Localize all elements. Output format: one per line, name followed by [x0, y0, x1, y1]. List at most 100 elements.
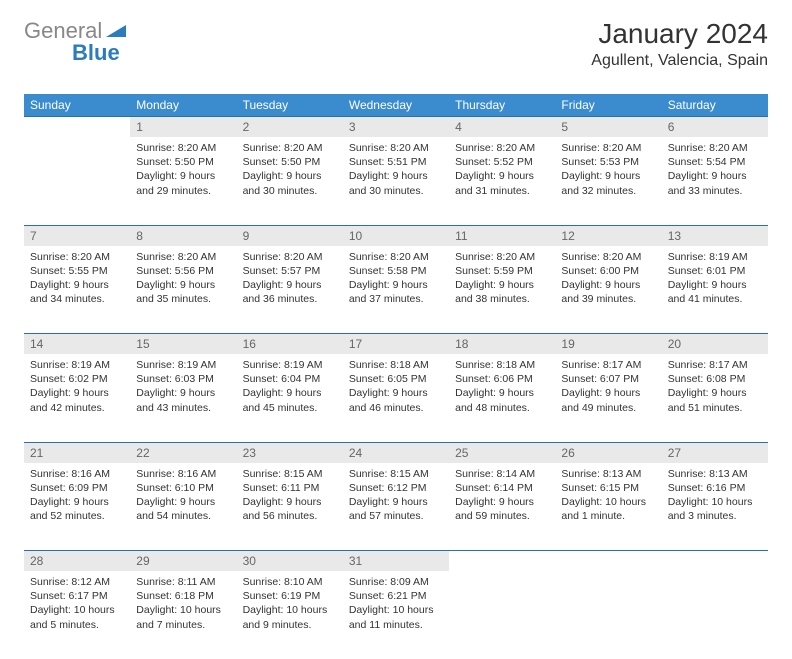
sunrise-text: Sunrise: 8:20 AM: [243, 250, 337, 264]
daylight-text-1: Daylight: 9 hours: [30, 278, 124, 292]
sunrise-text: Sunrise: 8:20 AM: [455, 141, 549, 155]
day-number: 26: [555, 442, 661, 463]
day-number: 31: [343, 551, 449, 572]
day-number: 16: [237, 334, 343, 355]
sunrise-text: Sunrise: 8:18 AM: [455, 358, 549, 372]
sunset-text: Sunset: 6:16 PM: [668, 481, 762, 495]
dayhdr-sat: Saturday: [662, 94, 768, 117]
day-number: 13: [662, 225, 768, 246]
sunrise-text: Sunrise: 8:15 AM: [243, 467, 337, 481]
daylight-text-2: and 43 minutes.: [136, 401, 230, 415]
sunset-text: Sunset: 6:19 PM: [243, 589, 337, 603]
daylight-text-2: and 9 minutes.: [243, 618, 337, 632]
daylight-text-2: and 29 minutes.: [136, 184, 230, 198]
sunrise-text: Sunrise: 8:16 AM: [136, 467, 230, 481]
day-cell: Sunrise: 8:16 AMSunset: 6:09 PMDaylight:…: [24, 463, 130, 551]
day-number: 15: [130, 334, 236, 355]
day-number: 1: [130, 117, 236, 138]
daylight-text-2: and 5 minutes.: [30, 618, 124, 632]
daylight-text-1: Daylight: 9 hours: [349, 495, 443, 509]
sunset-text: Sunset: 6:09 PM: [30, 481, 124, 495]
daylight-text-1: Daylight: 10 hours: [243, 603, 337, 617]
day-number: [449, 551, 555, 572]
sunset-text: Sunset: 6:01 PM: [668, 264, 762, 278]
daylight-text-1: Daylight: 9 hours: [668, 169, 762, 183]
sunrise-text: Sunrise: 8:19 AM: [136, 358, 230, 372]
day-number: 10: [343, 225, 449, 246]
day-cell: Sunrise: 8:17 AMSunset: 6:08 PMDaylight:…: [662, 354, 768, 442]
daylight-text-1: Daylight: 9 hours: [561, 386, 655, 400]
day-number: 29: [130, 551, 236, 572]
day-cell: Sunrise: 8:20 AMSunset: 5:51 PMDaylight:…: [343, 137, 449, 225]
sunset-text: Sunset: 6:02 PM: [30, 372, 124, 386]
day-cell: Sunrise: 8:20 AMSunset: 5:50 PMDaylight:…: [130, 137, 236, 225]
dayhdr-mon: Monday: [130, 94, 236, 117]
daylight-text-1: Daylight: 9 hours: [561, 169, 655, 183]
sunrise-text: Sunrise: 8:20 AM: [668, 141, 762, 155]
daylight-text-1: Daylight: 9 hours: [136, 278, 230, 292]
day-cell: Sunrise: 8:20 AMSunset: 5:58 PMDaylight:…: [343, 246, 449, 334]
content-row: Sunrise: 8:20 AM Sunset: 5:50 PM Daylight:…: [24, 137, 768, 225]
dayhdr-wed: Wednesday: [343, 94, 449, 117]
day-number: 25: [449, 442, 555, 463]
sunset-text: Sunset: 6:15 PM: [561, 481, 655, 495]
day-number: 28: [24, 551, 130, 572]
day-cell: Sunrise: 8:18 AMSunset: 6:05 PMDaylight:…: [343, 354, 449, 442]
daylight-text-2: and 45 minutes.: [243, 401, 337, 415]
daylight-text-1: Daylight: 9 hours: [136, 386, 230, 400]
day-cell: Sunrise: 8:15 AMSunset: 6:12 PMDaylight:…: [343, 463, 449, 551]
sunrise-text: Sunrise: 8:17 AM: [668, 358, 762, 372]
day-number: 12: [555, 225, 661, 246]
daylight-text-1: Daylight: 9 hours: [455, 169, 549, 183]
daylight-text-2: and 31 minutes.: [455, 184, 549, 198]
sunset-text: Sunset: 6:12 PM: [349, 481, 443, 495]
sunrise-text: Sunrise: 8:20 AM: [30, 250, 124, 264]
daylight-text-1: Daylight: 10 hours: [561, 495, 655, 509]
daylight-text-1: Daylight: 9 hours: [136, 495, 230, 509]
daylight-text-2: and 56 minutes.: [243, 509, 337, 523]
day-number: 3: [343, 117, 449, 138]
day-cell: Sunrise: 8:19 AMSunset: 6:04 PMDaylight:…: [237, 354, 343, 442]
sunrise-text: Sunrise: 8:17 AM: [561, 358, 655, 372]
location-label: Agullent, Valencia, Spain: [591, 52, 768, 70]
daynum-row: 21222324252627: [24, 442, 768, 463]
daylight-text-2: and 1 minute.: [561, 509, 655, 523]
daylight-text-1: Daylight: 10 hours: [136, 603, 230, 617]
day-number: 5: [555, 117, 661, 138]
sunset-text: Sunset: 6:05 PM: [349, 372, 443, 386]
day-number: 6: [662, 117, 768, 138]
daylight-text-2: and 42 minutes.: [30, 401, 124, 415]
daylight-text-1: Daylight: 9 hours: [30, 495, 124, 509]
daynum-row: 78910111213: [24, 225, 768, 246]
daynum-row: 123456: [24, 117, 768, 138]
day-number: 21: [24, 442, 130, 463]
dayhdr-thu: Thursday: [449, 94, 555, 117]
day-cell: Sunrise: 8:20 AMSunset: 5:54 PMDaylight:…: [662, 137, 768, 225]
dayhdr-fri: Friday: [555, 94, 661, 117]
sunrise-text: Sunrise: 8:20 AM: [561, 250, 655, 264]
sunset-text: Sunset: 6:00 PM: [561, 264, 655, 278]
day-number: 4: [449, 117, 555, 138]
daylight-text-2: and 30 minutes.: [243, 184, 337, 198]
daylight-text-2: and 51 minutes.: [668, 401, 762, 415]
daylight-text-1: Daylight: 9 hours: [349, 278, 443, 292]
content-row: Sunrise: 8:19 AM Sunset: 6:02 PM Daylight:…: [24, 354, 768, 442]
sunrise-text: Sunrise: 8:20 AM: [349, 141, 443, 155]
content-row: Sunrise: 8:16 AMSunset: 6:09 PMDaylight:…: [24, 463, 768, 551]
daylight-text-1: Daylight: 9 hours: [349, 386, 443, 400]
sunrise-text: Sunrise: 8:13 AM: [668, 467, 762, 481]
daylight-text-2: and 34 minutes.: [30, 292, 124, 306]
day-number: [24, 117, 130, 138]
daylight-text-2: and 39 minutes.: [561, 292, 655, 306]
daylight-text-2: and 36 minutes.: [243, 292, 337, 306]
day-cell: Sunrise: 8:16 AMSunset: 6:10 PMDaylight:…: [130, 463, 236, 551]
calendar-body: 123456Sunrise: 8:20 AMSunset: 5:50 PMDay…: [24, 117, 768, 659]
daylight-text-2: and 41 minutes.: [668, 292, 762, 306]
day-cell: Sunrise: 8:13 AMSunset: 6:15 PMDaylight:…: [555, 463, 661, 551]
daylight-text-2: and 38 minutes.: [455, 292, 549, 306]
day-number: [555, 551, 661, 572]
day-number: 14: [24, 334, 130, 355]
day-cell: Sunrise: 8:13 AMSunset: 6:16 PMDaylight:…: [662, 463, 768, 551]
sunset-text: Sunset: 5:50 PM: [243, 155, 337, 169]
sunset-text: Sunset: 5:52 PM: [455, 155, 549, 169]
